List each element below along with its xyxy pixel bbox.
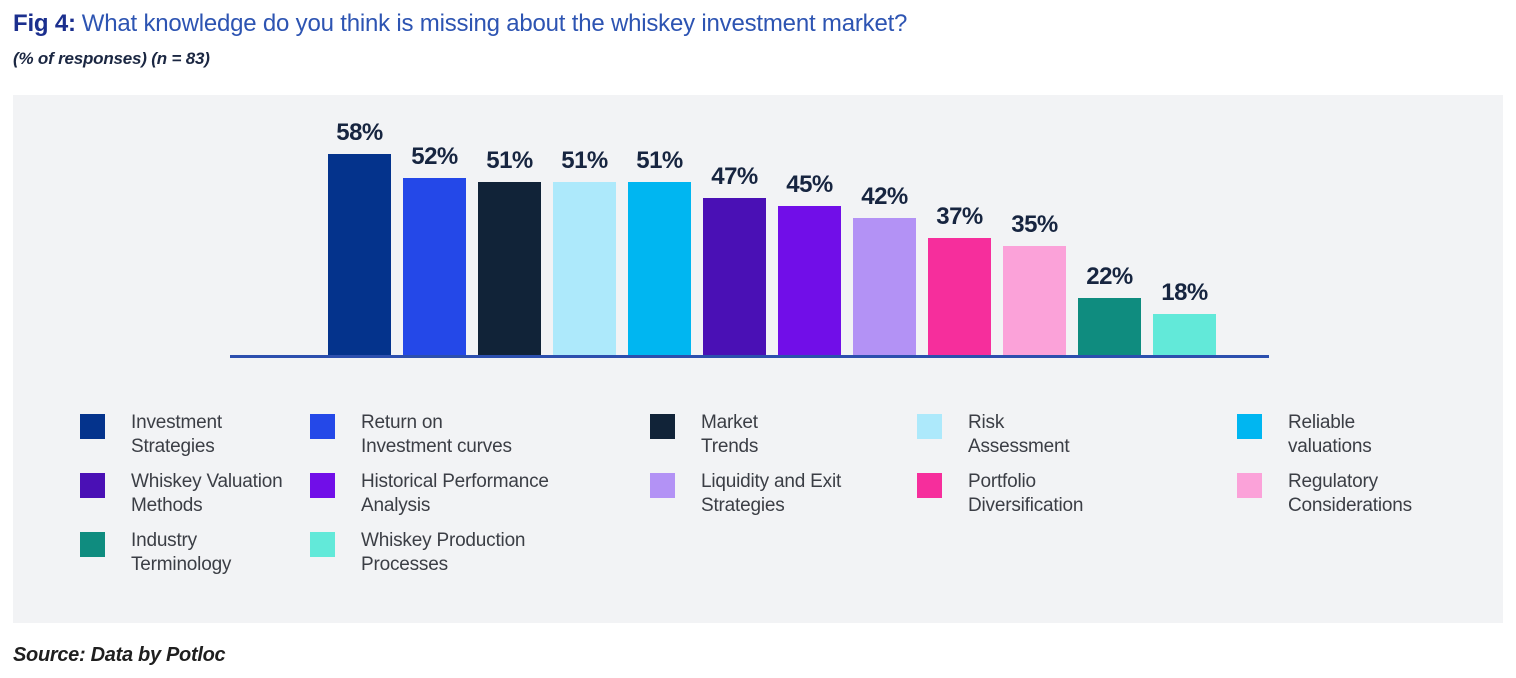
- bar-group-portfolio-diversification: 37%: [928, 203, 991, 355]
- legend-item-industry-terminology: Industry Terminology: [80, 529, 310, 577]
- bar-group-reliable-valuations: 51%: [628, 147, 691, 355]
- bar-group-historical-performance-analysis: 45%: [778, 171, 841, 355]
- bar-value-label: 45%: [786, 171, 833, 198]
- legend-item-portfolio-diversification: Portfolio Diversification: [917, 470, 1237, 518]
- legend-color-swatch: [917, 414, 942, 439]
- figure-title-text: What knowledge do you think is missing a…: [81, 10, 908, 37]
- bar-group-market-trends: 51%: [478, 147, 541, 355]
- legend-item-whiskey-production-processes: Whiskey Production Processes: [310, 529, 650, 577]
- chart-legend: Investment Strategies Return on Investmen…: [80, 411, 1412, 577]
- legend-color-swatch: [80, 532, 105, 557]
- legend-color-swatch: [80, 414, 105, 439]
- bar-group-return-on-investment-curves: 52%: [403, 143, 466, 355]
- legend-item-regulatory-considerations: Regulatory Considerations: [1237, 470, 1412, 518]
- bar-rect: [553, 182, 616, 355]
- legend-item-investment-strategies: Investment Strategies: [80, 411, 310, 459]
- bar-value-label: 51%: [561, 147, 608, 174]
- legend-color-swatch: [650, 473, 675, 498]
- bar-group-investment-strategies: 58%: [328, 119, 391, 355]
- legend-label: Liquidity and Exit Strategies: [701, 471, 842, 516]
- bar-value-label: 35%: [1011, 211, 1058, 238]
- legend-color-swatch: [310, 414, 335, 439]
- x-axis-line: [230, 355, 1269, 358]
- legend-label: Return on Investment curves: [361, 412, 512, 457]
- bar-rect: [1153, 314, 1216, 355]
- bar-group-industry-terminology: 22%: [1078, 263, 1141, 355]
- legend-color-swatch: [1237, 414, 1262, 439]
- legend-label: Industry Terminology: [131, 530, 232, 575]
- legend-label: Market Trends: [701, 412, 759, 457]
- legend-color-swatch: [310, 473, 335, 498]
- legend-item-reliable-valuations: Reliable valuations: [1237, 411, 1412, 459]
- legend-item-risk-assessment: Risk Assessment: [917, 411, 1237, 459]
- bar-value-label: 58%: [336, 119, 383, 146]
- legend-color-swatch: [917, 473, 942, 498]
- chart-panel: 58% 52% 51% 51% 51% 47% 45% 42% 37% 35% 22% 18% Inv…: [13, 95, 1503, 623]
- bar-rect: [628, 182, 691, 355]
- bar-value-label: 22%: [1086, 263, 1133, 290]
- bar-rect: [778, 206, 841, 355]
- legend-color-swatch: [1237, 473, 1262, 498]
- bar-rect: [853, 218, 916, 355]
- bar-group-whiskey-valuation-methods: 47%: [703, 163, 766, 355]
- legend-item-return-on-investment-curves: Return on Investment curves: [310, 411, 650, 459]
- bar-group-risk-assessment: 51%: [553, 147, 616, 355]
- legend-label: Regulatory Considerations: [1288, 471, 1412, 516]
- bar-rect: [403, 178, 466, 355]
- bar-rect: [703, 198, 766, 355]
- legend-label: Portfolio Diversification: [968, 471, 1084, 516]
- bar-value-label: 37%: [936, 203, 983, 230]
- figure-subtitle: (% of responses) (n = 83): [13, 49, 210, 68]
- bar-group-liquidity-and-exit-strategies: 42%: [853, 183, 916, 355]
- legend-item-whiskey-valuation-methods: Whiskey Valuation Methods: [80, 470, 310, 518]
- legend-label: Investment Strategies: [131, 412, 222, 457]
- legend-color-swatch: [80, 473, 105, 498]
- bar-chart: 58% 52% 51% 51% 51% 47% 45% 42% 37% 35% 22% 18%: [328, 95, 1216, 355]
- bar-rect: [1003, 246, 1066, 355]
- bar-value-label: 51%: [486, 147, 533, 174]
- bar-rect: [478, 182, 541, 355]
- legend-item-historical-performance-analysis: Historical Performance Analysis: [310, 470, 650, 518]
- bar-value-label: 42%: [861, 183, 908, 210]
- legend-label: Reliable valuations: [1288, 412, 1372, 457]
- figure-header: Fig 4: What knowledge do you think is mis…: [0, 0, 1516, 69]
- legend-label: Risk Assessment: [968, 412, 1070, 457]
- legend-color-swatch: [310, 532, 335, 557]
- bar-group-whiskey-production-processes: 18%: [1153, 279, 1216, 355]
- bar-rect: [1078, 298, 1141, 355]
- figure-number-label: Fig 4:: [13, 10, 76, 37]
- bar-group-regulatory-considerations: 35%: [1003, 211, 1066, 355]
- legend-item-liquidity-and-exit-strategies: Liquidity and Exit Strategies: [650, 470, 917, 518]
- legend-item-market-trends: Market Trends: [650, 411, 917, 459]
- bar-value-label: 52%: [411, 143, 458, 170]
- figure-title: Fig 4: What knowledge do you think is mis…: [13, 8, 1503, 40]
- bar-value-label: 51%: [636, 147, 683, 174]
- source-note: Source: Data by Potloc: [13, 644, 226, 666]
- legend-label: Whiskey Valuation Methods: [131, 471, 283, 516]
- legend-label: Historical Performance Analysis: [361, 471, 549, 516]
- legend-label: Whiskey Production Processes: [361, 530, 526, 575]
- legend-color-swatch: [650, 414, 675, 439]
- bar-rect: [328, 154, 391, 355]
- bar-value-label: 47%: [711, 163, 758, 190]
- bar-rect: [928, 238, 991, 355]
- bar-value-label: 18%: [1161, 279, 1208, 306]
